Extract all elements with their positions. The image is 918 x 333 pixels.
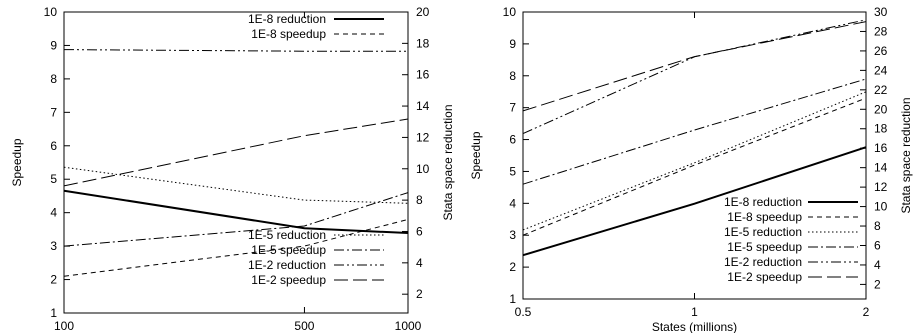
y2-tick-label: 14 [874, 161, 888, 175]
legend-label: 1E-5 speedup [727, 240, 802, 254]
y-axis-title: Speedup [469, 131, 483, 179]
y2-tick-label: 26 [874, 44, 888, 58]
series-line-1e-2-speedup [63, 118, 409, 187]
plot-frame [63, 11, 409, 314]
series-line-1e-2-reduction [63, 49, 408, 52]
y2-axis-title: Stata space reduction [441, 104, 455, 220]
y2-tick-label: 18 [416, 36, 430, 50]
y-tick-label: 3 [509, 228, 516, 242]
y-tick-label: 2 [509, 260, 516, 274]
series-line-1e-5-reduction [63, 166, 409, 204]
legend-label: 1E-8 reduction [724, 195, 802, 209]
y2-tick-label: 6 [874, 238, 881, 252]
y2-tick-label: 16 [874, 141, 888, 155]
y-tick-label: 4 [50, 206, 57, 220]
chart-2: 12345678910246810121416182022242628300.5… [469, 5, 913, 333]
y2-tick-label: 8 [416, 193, 423, 207]
y-tick-label: 10 [44, 5, 58, 19]
y2-tick-label: 14 [416, 99, 430, 113]
y2-tick-label: 12 [416, 130, 430, 144]
y-tick-label: 1 [509, 292, 516, 306]
y2-tick-label: 28 [874, 24, 888, 38]
y-tick-label: 6 [509, 133, 516, 147]
series-line-1e-8-reduction [63, 189, 409, 234]
legend-label: 1E-8 reduction [248, 12, 326, 26]
y-tick-label: 7 [509, 101, 516, 115]
series-line-1e-5-speedup [63, 192, 409, 247]
y2-tick-label: 20 [416, 5, 430, 19]
y2-tick-label: 20 [874, 102, 888, 116]
x-tick-label: 1 [691, 305, 698, 319]
legend-label: 1E-2 speedup [727, 270, 802, 284]
y-axis-title: Speedup [10, 138, 24, 186]
y-tick-label: 1 [50, 306, 57, 320]
x-axis-title: States (millions) [652, 320, 737, 333]
series-line-1e-2-speedup [522, 21, 867, 112]
y2-tick-label: 8 [874, 219, 881, 233]
y2-tick-label: 4 [874, 258, 881, 272]
y-tick-label: 5 [509, 164, 516, 178]
plot-frame [522, 11, 867, 300]
y-tick-label: 3 [50, 239, 57, 253]
y-tick-label: 4 [509, 196, 516, 210]
y-tick-label: 6 [50, 139, 57, 153]
y2-tick-label: 30 [874, 5, 888, 19]
y2-tick-label: 10 [416, 162, 430, 176]
y2-tick-label: 2 [416, 287, 423, 301]
y-tick-label: 5 [50, 172, 57, 186]
series-line-1e-8-speedup [63, 218, 409, 277]
legend-label: 1E-5 reduction [724, 225, 802, 239]
y-tick-label: 2 [50, 273, 57, 287]
x-tick-label: 1000 [395, 319, 422, 333]
chart-1: 1234567891024681012141618201005001000Val… [10, 5, 455, 333]
legend-label: 1E-8 speedup [251, 27, 326, 41]
series-line-1e-5-reduction [522, 91, 867, 231]
y-tick-label: 7 [50, 105, 57, 119]
x-tick-label: 500 [294, 319, 314, 333]
y2-axis-title: Stata space reduction [899, 97, 913, 213]
y2-tick-label: 12 [874, 180, 888, 194]
y2-tick-label: 10 [874, 200, 888, 214]
series-line-1e-8-reduction [522, 146, 867, 257]
series-line-1e-2-reduction [522, 19, 867, 135]
y-tick-label: 9 [509, 37, 516, 51]
y-tick-label: 8 [50, 72, 57, 86]
series-line-1e-8-speedup [522, 97, 867, 236]
y-tick-label: 10 [503, 5, 517, 19]
y2-tick-label: 16 [416, 68, 430, 82]
legend-label: 1E-5 speedup [251, 243, 326, 257]
x-tick-label: 0.5 [515, 305, 532, 319]
y2-tick-label: 22 [874, 83, 888, 97]
y-tick-label: 8 [509, 69, 516, 83]
y2-tick-label: 6 [416, 224, 423, 238]
legend-label: 1E-2 reduction [248, 258, 326, 272]
legend-label: 1E-8 speedup [727, 210, 802, 224]
x-tick-label: 100 [54, 319, 74, 333]
y-tick-label: 9 [50, 38, 57, 52]
y2-tick-label: 4 [416, 256, 423, 270]
legend-label: 1E-5 reduction [248, 228, 326, 242]
y2-tick-label: 2 [874, 277, 881, 291]
y2-tick-label: 18 [874, 122, 888, 136]
x-tick-label: 2 [863, 305, 870, 319]
legend-label: 1E-2 speedup [251, 273, 326, 287]
series-line-1e-5-speedup [522, 78, 867, 185]
legend-label: 1E-2 reduction [724, 255, 802, 269]
y2-tick-label: 24 [874, 63, 888, 77]
